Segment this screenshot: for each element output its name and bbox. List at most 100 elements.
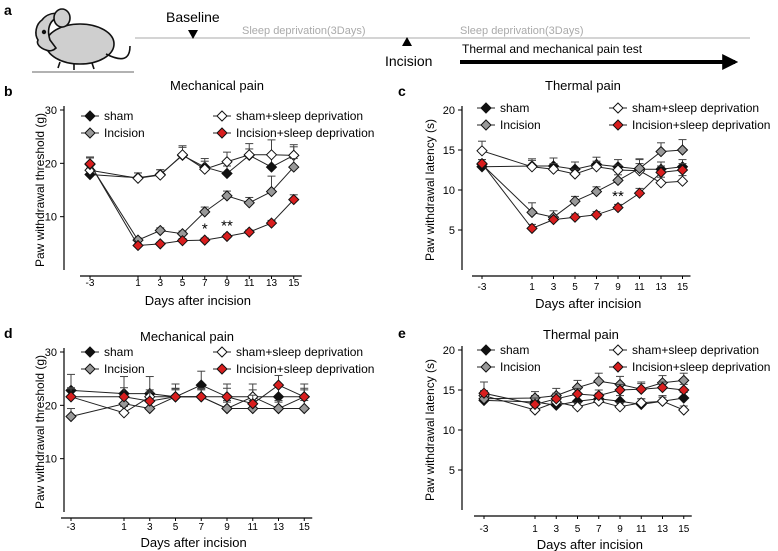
x-tick-label: 7 — [596, 524, 602, 535]
data-point — [593, 389, 605, 402]
x-tick-label: -3 — [480, 524, 489, 535]
data-point — [678, 384, 690, 396]
legend-marker — [480, 344, 492, 356]
legend-label: sham — [500, 101, 529, 115]
data-point — [118, 391, 130, 403]
series-sham-sleep-deprivation — [65, 388, 310, 419]
data-point — [118, 407, 130, 419]
x-tick-label: 9 — [617, 524, 623, 535]
data-point — [550, 393, 562, 405]
legend-item-incision: Incision — [477, 360, 541, 374]
data-point — [656, 381, 669, 394]
y-tick-label: 15 — [443, 385, 455, 397]
data-point — [633, 162, 646, 175]
data-point — [265, 149, 278, 161]
legend-marker — [84, 127, 96, 139]
data-point — [195, 391, 207, 403]
panel-letter-a: a — [4, 2, 12, 18]
series-sham-sleep-deprivation — [84, 139, 300, 184]
data-point — [243, 226, 255, 238]
data-point — [526, 206, 538, 219]
series-incision-sleep-deprivation — [65, 374, 310, 410]
series-line — [481, 163, 683, 170]
legend-marker — [612, 119, 624, 131]
chart-title: Mechanical pain — [170, 78, 264, 93]
data-point — [199, 206, 211, 218]
data-point — [614, 401, 626, 413]
mouse-icon — [32, 8, 134, 73]
y-tick-label: 10 — [443, 425, 455, 437]
legend-label: Incision — [104, 362, 145, 376]
legend: sham Incision sham+sleep deprivation Incisi… — [477, 101, 770, 132]
data-point — [176, 149, 189, 161]
series-line — [483, 379, 684, 400]
series-line — [70, 384, 305, 398]
data-point — [288, 193, 300, 206]
data-point — [132, 239, 144, 252]
x-tick-label: 11 — [634, 282, 645, 293]
chart-title: Mechanical pain — [140, 329, 234, 344]
data-point — [569, 211, 581, 223]
x-tick-label: 5 — [180, 278, 186, 289]
x-tick-label: 13 — [266, 278, 278, 289]
legend-item-sham: sham — [477, 343, 529, 357]
data-point — [569, 168, 581, 180]
series-sham-sleep-deprivation — [476, 140, 689, 189]
legend-label: Incision+sleep deprivation — [236, 362, 374, 376]
data-point — [154, 238, 166, 250]
legend-label: sham — [500, 343, 529, 357]
data-point — [656, 395, 669, 407]
x-tick-label: -3 — [478, 282, 487, 293]
data-point — [298, 391, 310, 403]
data-point — [676, 144, 689, 156]
x-tick-label: 5 — [173, 522, 179, 533]
x-tick-label: 15 — [678, 524, 690, 535]
legend-marker — [84, 346, 96, 358]
x-axis-label: Days after incision — [141, 535, 247, 550]
y-tick-label: 5 — [449, 465, 455, 477]
data-point — [221, 391, 233, 403]
baseline-marker-icon — [188, 30, 198, 39]
data-point — [298, 402, 310, 415]
incision-marker-icon — [402, 37, 412, 46]
legend-item-incision-sleep-deprivation: Incision+sleep deprivation — [213, 126, 374, 140]
y-tick-label: 5 — [449, 225, 455, 237]
legend-item-sham: sham — [477, 101, 529, 115]
x-tick-label: 11 — [244, 278, 255, 289]
timeline-panel: Baseline Sleep deprivation(3Days) Incisi… — [32, 8, 750, 73]
y-tick-label: 10 — [443, 185, 455, 197]
data-point — [221, 190, 233, 202]
data-point — [633, 187, 646, 199]
legend-item-incision: Incision — [81, 126, 145, 140]
data-point — [154, 169, 166, 181]
x-tick-label: 13 — [273, 522, 285, 533]
x-tick-label: 11 — [636, 524, 647, 535]
panel-letter-b: b — [4, 83, 13, 99]
legend-item-incision-sleep-deprivation: Incision+sleep deprivation — [213, 362, 374, 376]
x-tick-label: 5 — [575, 524, 581, 535]
data-point — [547, 163, 560, 175]
legend-label: Incision+sleep deprivation — [632, 118, 770, 132]
x-tick-label: 7 — [198, 522, 204, 533]
legend-item-sham-sleep-deprivation: sham+sleep deprivation — [213, 345, 363, 359]
data-point — [476, 157, 488, 170]
legend-label: sham+sleep deprivation — [632, 101, 759, 115]
legend-label: sham — [104, 345, 133, 359]
data-point — [169, 391, 182, 403]
data-point — [199, 234, 211, 246]
pain-test-label: Thermal and mechanical pain test — [462, 42, 643, 56]
y-tick-label: 10 — [45, 212, 57, 224]
legend-item-sham: sham — [81, 345, 133, 359]
series-line — [89, 154, 294, 179]
y-tick-label: 15 — [443, 145, 455, 157]
y-axis-label: Paw withdrawal latency (s) — [423, 119, 437, 261]
y-tick-label: 10 — [45, 454, 57, 466]
data-point — [84, 158, 96, 170]
y-axis-label: Paw withdrawal threshold (g) — [33, 355, 47, 509]
legend-marker — [84, 363, 96, 375]
x-tick-label: 1 — [532, 524, 538, 535]
x-tick-label: 11 — [248, 522, 259, 533]
x-tick-label: -3 — [86, 278, 95, 289]
